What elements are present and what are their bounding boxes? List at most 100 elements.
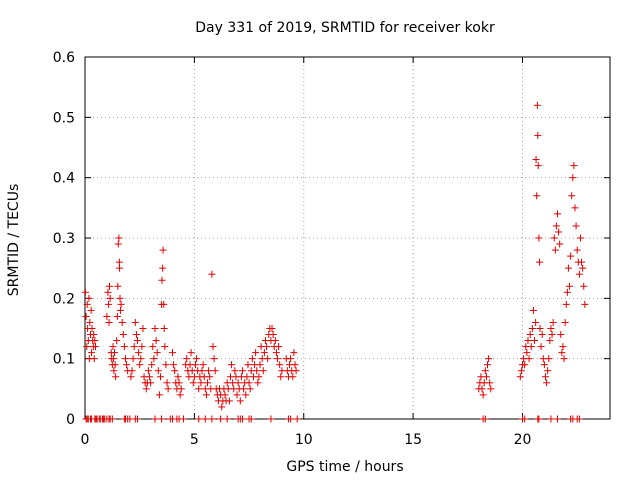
data-point [567, 252, 575, 260]
data-point [109, 343, 117, 351]
data-point [533, 101, 541, 109]
data-point [142, 385, 150, 393]
data-point [536, 258, 544, 266]
data-point [114, 282, 122, 290]
data-point [272, 349, 280, 357]
data-point [218, 403, 226, 411]
data-point [287, 355, 295, 363]
data-point [103, 312, 111, 320]
data-point [245, 379, 253, 387]
data-point [543, 379, 551, 387]
data-point [556, 240, 564, 248]
data-point [538, 331, 546, 339]
data-point [573, 246, 581, 254]
data-point [128, 367, 136, 375]
data-point [113, 312, 121, 320]
data-point [148, 361, 156, 369]
data-point [211, 367, 219, 375]
data-point [531, 337, 539, 345]
y-tick-label: 0.2 [53, 291, 75, 307]
zero-data-point [267, 415, 275, 423]
zero-data-point [201, 415, 209, 423]
data-point [536, 325, 544, 332]
data-point [555, 228, 563, 236]
data-point [206, 373, 214, 381]
data-point [516, 373, 524, 381]
data-point [552, 222, 560, 230]
data-point [529, 306, 537, 314]
data-point [532, 156, 540, 164]
data-point [113, 337, 121, 345]
data-point [116, 264, 124, 272]
data-point [155, 391, 163, 399]
data-point [195, 385, 203, 393]
data-point [175, 379, 183, 387]
data-point [562, 300, 570, 308]
zero-data-point [287, 415, 295, 423]
data-point [579, 264, 587, 272]
plot-frame [84, 56, 611, 420]
zero-data-point [247, 415, 255, 423]
data-point [478, 385, 486, 393]
data-point [130, 343, 138, 351]
data-point [221, 391, 229, 399]
data-point [116, 306, 124, 314]
data-point [152, 337, 160, 345]
data-point [90, 331, 98, 339]
data-point [183, 355, 191, 363]
data-point [127, 373, 135, 381]
data-point [541, 373, 549, 381]
data-point [274, 355, 281, 363]
data-point [524, 337, 532, 345]
data-point [85, 294, 93, 302]
data-point [197, 379, 205, 387]
zero-data-point [575, 415, 583, 423]
data-point [169, 349, 176, 357]
data-point [559, 343, 567, 351]
data-point [208, 270, 216, 278]
y-axis-label: SRMTID / TECUs [6, 184, 22, 297]
data-point [91, 337, 99, 345]
data-point [576, 234, 584, 242]
data-point [112, 373, 120, 381]
data-point [176, 391, 184, 399]
data-point [129, 355, 137, 363]
data-point [570, 162, 578, 170]
data-point [544, 367, 552, 375]
data-point [264, 355, 272, 363]
data-point [115, 258, 123, 266]
x-tick-label: 5 [190, 432, 199, 448]
data-point [109, 355, 117, 363]
y-tick-label: 0 [66, 412, 75, 428]
data-point [115, 234, 123, 242]
data-point [137, 355, 145, 363]
data-point [160, 300, 168, 308]
data-point [87, 306, 95, 314]
y-tick-label: 0.5 [53, 110, 75, 126]
chart-title: Day 331 of 2019, SRMTID for receiver kok… [195, 20, 495, 36]
data-point [121, 355, 129, 363]
zero-data-point [208, 415, 216, 423]
x-axis-label: GPS time / hours [286, 459, 403, 475]
data-point [260, 349, 268, 357]
data-point [233, 391, 241, 399]
y-tick-label: 0.1 [53, 352, 75, 368]
data-point [92, 343, 99, 351]
data-point [560, 355, 568, 363]
data-point [485, 355, 493, 363]
data-point [550, 234, 558, 242]
data-point [479, 391, 487, 399]
grid [85, 57, 610, 419]
zero-data-point [151, 415, 159, 423]
data-point [276, 361, 284, 369]
data-point [244, 361, 252, 369]
data-point [535, 234, 543, 242]
data-point [255, 373, 263, 381]
data-point [164, 385, 172, 393]
data-point [153, 349, 161, 357]
data-point [572, 222, 580, 230]
data-point [151, 325, 159, 332]
data-point [548, 331, 556, 339]
data-point [547, 325, 555, 332]
